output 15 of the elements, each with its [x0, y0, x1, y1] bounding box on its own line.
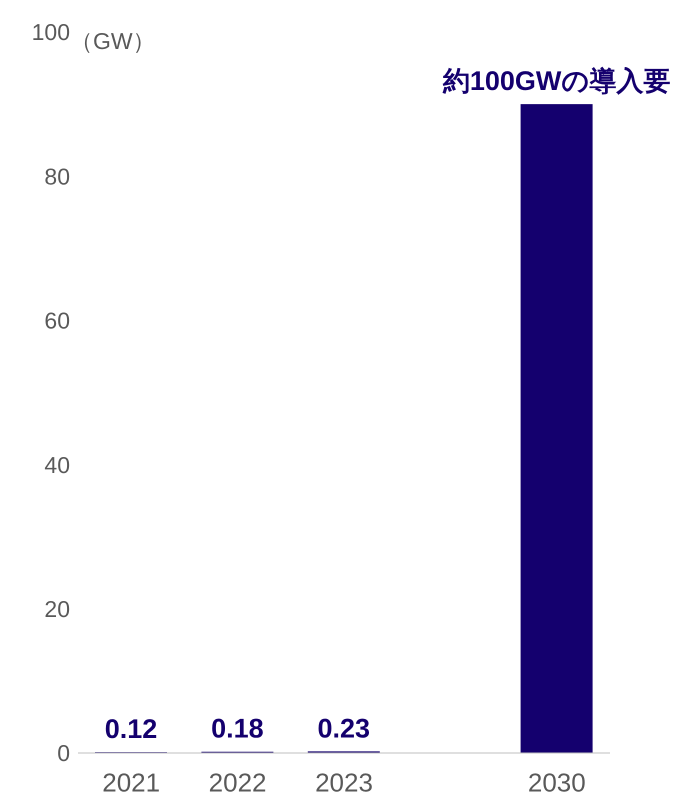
data-label: 0.23	[318, 713, 370, 744]
data-label: 0.18	[211, 714, 264, 744]
x-tick-label: 2023	[315, 767, 373, 798]
y-tick-label: 80	[44, 163, 70, 190]
y-tick-label: 100	[32, 19, 70, 46]
y-tick-label: 20	[44, 596, 70, 622]
x-tick-label: 2021	[102, 767, 160, 798]
y-tick-label: 0	[57, 740, 70, 766]
x-tick-label: 2022	[208, 767, 267, 798]
x-tick-label: 2030	[528, 767, 586, 798]
y-tick-label: 60	[44, 308, 70, 334]
data-label: 0.12	[104, 714, 158, 744]
y-axis-title: （GW）	[70, 27, 156, 56]
data-label: 約100GWの導入要	[442, 66, 670, 96]
y-tick-label: 40	[44, 452, 70, 478]
